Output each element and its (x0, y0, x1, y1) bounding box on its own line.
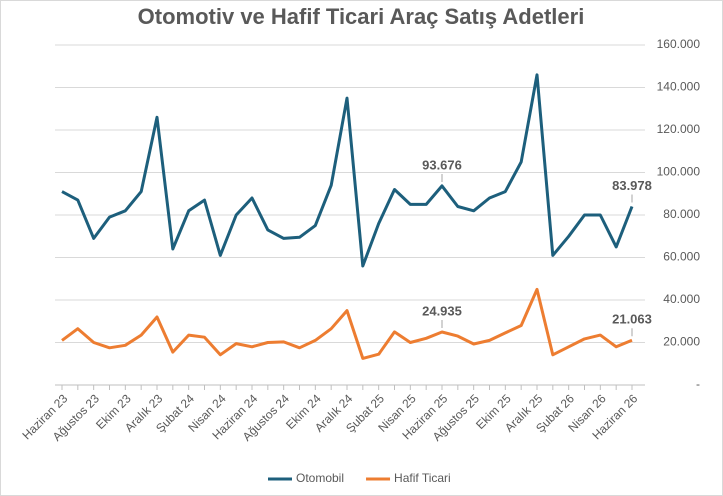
legend-label: Otomobil (296, 471, 344, 485)
y-tick-label: 160.000 (657, 37, 701, 51)
data-label: 21.063 (612, 312, 652, 327)
y-tick-label: 80.000 (663, 207, 700, 221)
data-label: 93.676 (422, 157, 462, 172)
data-label: 24.935 (422, 303, 462, 318)
series-line (61, 287, 633, 360)
legend-label: Hafif Ticari (394, 471, 451, 485)
y-tick-label: 40.000 (663, 292, 700, 306)
data-label: 83.978 (612, 178, 652, 193)
y-tick-label: 20.000 (663, 335, 700, 349)
y-tick-label: 60.000 (663, 250, 700, 264)
y-tick-label: 140.000 (657, 80, 701, 94)
chart-title: Otomotiv ve Hafif Ticari Araç Satış Adet… (138, 4, 585, 29)
series-line (61, 73, 634, 268)
y-tick-label: - (696, 377, 700, 391)
y-tick-label: 120.000 (657, 122, 701, 136)
y-tick-label: 100.000 (657, 165, 701, 179)
